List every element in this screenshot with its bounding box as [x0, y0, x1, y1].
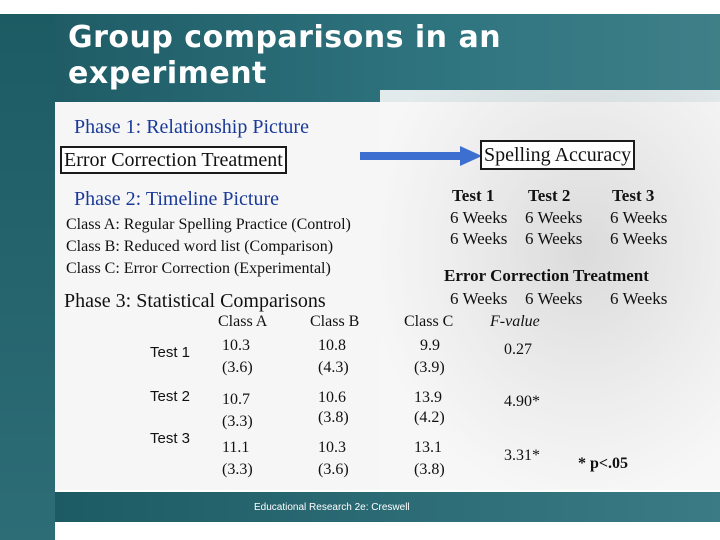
weeks-a-2: 6 Weeks: [525, 208, 583, 227]
header-class-c: Class C: [404, 313, 454, 330]
test1-header: Test 1: [452, 186, 495, 205]
cell-t3-b-sd: (3.6): [318, 461, 349, 478]
weeks-b-3: 6 Weeks: [610, 229, 668, 248]
class-c-desc: Class C: Error Correction (Experimental): [66, 260, 331, 277]
weeks-c-1: 6 Weeks: [450, 289, 508, 308]
test3-header: Test 3: [612, 186, 655, 205]
cell-t3-b-mean: 10.3: [318, 439, 346, 456]
cell-t3-a-sd: (3.3): [222, 461, 253, 478]
cell-t3-f: 3.31*: [504, 447, 540, 464]
arrow-icon: [360, 146, 482, 166]
cell-t1-b-mean: 10.8: [318, 337, 346, 354]
cell-t2-a-mean: 10.7: [222, 391, 250, 408]
test2-header: Test 2: [528, 186, 571, 205]
header-class-a: Class A: [218, 313, 268, 330]
weeks-b-2: 6 Weeks: [525, 229, 583, 248]
cell-t2-b-mean: 10.6: [318, 389, 346, 406]
row-test3-label: Test 3: [150, 430, 191, 447]
treatment-label: Error Correction Treatment: [444, 266, 649, 285]
title-band: [55, 14, 720, 102]
weeks-a-3: 6 Weeks: [610, 208, 668, 227]
outcome-box: Spelling Accuracy: [480, 140, 636, 170]
cell-t1-a-mean: 10.3: [222, 337, 250, 354]
weeks-b-1: 6 Weeks: [450, 229, 508, 248]
cell-t2-f: 4.90*: [504, 393, 540, 410]
class-b-desc: Class B: Reduced word list (Comparison): [66, 238, 334, 255]
class-a-desc: Class A: Regular Spelling Practice (Cont…: [66, 216, 351, 233]
cell-t1-c-mean: 9.9: [420, 337, 440, 354]
header-f-value: F-value: [490, 313, 540, 330]
left-decor-strip: [0, 14, 55, 540]
cell-t1-c-sd: (3.9): [414, 359, 445, 376]
cell-t2-c-sd: (4.2): [414, 409, 445, 426]
weeks-c-3: 6 Weeks: [610, 289, 668, 308]
footer-band: [55, 492, 720, 522]
row-test2-label: Test 2: [150, 388, 191, 405]
slide-title: Group comparisons in an experiment: [68, 20, 502, 91]
cell-t1-f: 0.27: [504, 341, 532, 358]
cell-t3-c-mean: 13.1: [414, 439, 442, 456]
cell-t2-c-mean: 13.9: [414, 389, 442, 406]
significance-note: * p<.05: [578, 455, 629, 472]
phase2-label: Phase 2: Timeline Picture: [74, 188, 279, 210]
weeks-c-2: 6 Weeks: [525, 289, 583, 308]
phase3-label: Phase 3: Statistical Comparisons: [64, 290, 326, 312]
phase1-label: Phase 1: Relationship Picture: [74, 116, 309, 138]
cell-t3-a-mean: 11.1: [222, 439, 250, 456]
header-class-b: Class B: [310, 313, 360, 330]
cell-t1-b-sd: (4.3): [318, 359, 349, 376]
treatment-box: Error Correction Treatment: [60, 146, 287, 174]
cell-t2-b-sd: (3.8): [318, 409, 349, 426]
weeks-a-1: 6 Weeks: [450, 208, 508, 227]
footer-citation: Educational Research 2e: Creswell: [254, 502, 410, 513]
cell-t2-a-sd: (3.3): [222, 413, 253, 430]
cell-t1-a-sd: (3.6): [222, 359, 253, 376]
cell-t3-c-sd: (3.8): [414, 461, 445, 478]
row-test1-label: Test 1: [150, 344, 191, 361]
